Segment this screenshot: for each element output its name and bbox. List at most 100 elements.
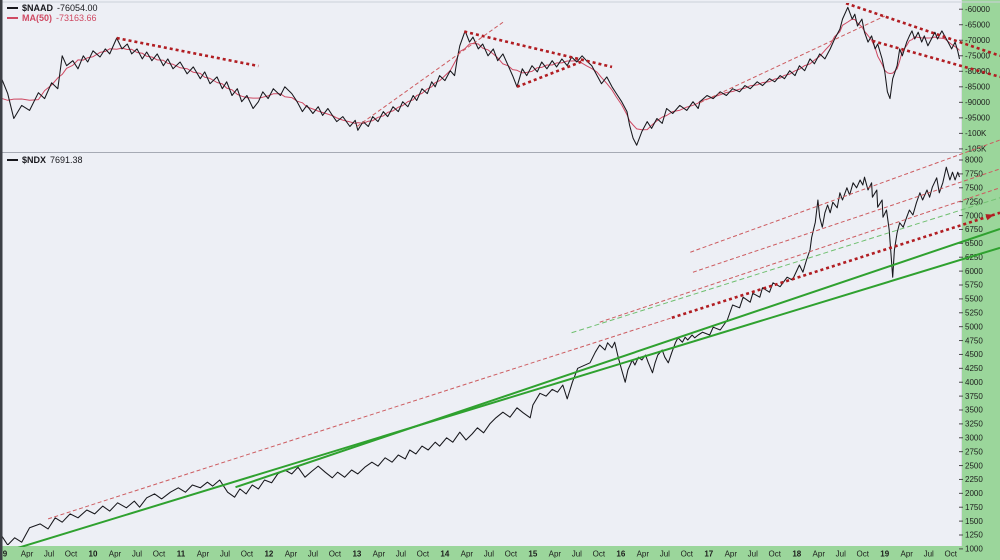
y-axis-label: 2500: [965, 461, 983, 470]
y-axis-label: 1250: [965, 531, 983, 540]
y-axis-label: 6750: [965, 225, 983, 234]
ndx-value: 7691.38: [50, 155, 83, 165]
ndx-price-line: [0, 166, 960, 545]
trendline-solid: [235, 227, 1000, 489]
y-axis-label: -75000: [965, 51, 990, 60]
y-axis-label: 4750: [965, 336, 983, 345]
y-axis-label: 7750: [965, 170, 983, 179]
x-axis-month-label: Jul: [44, 550, 54, 559]
x-axis-month-label: Oct: [329, 550, 342, 559]
naad-legend-row: $NAAD -76054.00: [7, 3, 98, 13]
x-axis-year-label: 19: [880, 550, 889, 559]
ma50-line: [0, 18, 960, 131]
ndx-legend: $NDX 7691.38: [7, 155, 83, 165]
y-axis-label: 4000: [965, 378, 983, 387]
y-axis-label: 4250: [965, 364, 983, 373]
y-axis-label: 7500: [965, 183, 983, 192]
x-axis-month-label: Oct: [65, 550, 78, 559]
y-axis-label: 5750: [965, 281, 983, 290]
x-axis-month-label: Oct: [505, 550, 518, 559]
x-axis-year-label: 16: [616, 550, 625, 559]
x-axis-year-label: 17: [704, 550, 713, 559]
x-axis-month-label: Jul: [924, 550, 934, 559]
y-axis-label: -65000: [965, 20, 990, 29]
x-axis-month-label: Jul: [572, 550, 582, 559]
y-axis-label: -70000: [965, 36, 990, 45]
x-axis-year-label: 15: [528, 550, 537, 559]
y-axis-label: 6500: [965, 239, 983, 248]
naad-value: -76054.00: [57, 3, 98, 13]
x-axis-year-label: 14: [440, 550, 449, 559]
x-axis-year-label: 9: [3, 550, 8, 559]
y-axis-label: -100K: [965, 129, 987, 138]
x-axis-year-label: 12: [264, 550, 273, 559]
y-axis-label: -105K: [965, 145, 987, 154]
naad-symbol: $NAAD: [22, 3, 54, 13]
y-axis-label: 2250: [965, 475, 983, 484]
x-axis-month-label: Jul: [484, 550, 494, 559]
y-axis-label: 2750: [965, 447, 983, 456]
x-axis-month-label: Apr: [725, 550, 738, 559]
naad-series-swatch: [7, 7, 18, 9]
y-axis-label: 5000: [965, 322, 983, 331]
y-axis-label: 4500: [965, 350, 983, 359]
x-axis-month-label: Oct: [857, 550, 870, 559]
y-axis-label: 1500: [965, 517, 983, 526]
y-axis-label: 6250: [965, 253, 983, 262]
trendline-bold: [671, 211, 1000, 320]
trendline-gdash: [571, 197, 1000, 334]
y-axis-label: 1000: [965, 545, 983, 554]
x-axis-month-label: Apr: [21, 550, 34, 559]
y-axis-gutter: [962, 0, 1000, 560]
y-axis-label: -95000: [965, 114, 990, 123]
trendline-thin: [599, 187, 1000, 323]
trendline-thin: [690, 139, 1000, 253]
y-axis-label: 3500: [965, 406, 983, 415]
y-axis-label: -90000: [965, 98, 990, 107]
trendline-thin: [356, 20, 505, 127]
x-axis-year-label: 11: [177, 550, 186, 559]
trendline-solid: [17, 246, 1000, 547]
x-axis-year-label: 13: [352, 550, 361, 559]
trendline-thin: [692, 168, 1000, 273]
x-axis-strip: [0, 546, 1000, 560]
x-axis-month-label: Oct: [593, 550, 606, 559]
x-axis-year-label: 18: [792, 550, 801, 559]
ndx-series-swatch: [7, 159, 18, 161]
window-left-border: [0, 0, 3, 560]
trendline-bold: [116, 36, 259, 68]
ma-symbol: MA(50): [22, 13, 53, 23]
x-axis-month-label: Jul: [308, 550, 318, 559]
x-axis-month-label: Apr: [285, 550, 298, 559]
x-axis-month-label: Apr: [901, 550, 914, 559]
x-axis-month-label: Jul: [220, 550, 230, 559]
x-axis-month-label: Apr: [373, 550, 386, 559]
x-axis-month-label: Oct: [153, 550, 166, 559]
x-axis-month-label: Jul: [748, 550, 758, 559]
x-axis-month-label: Apr: [549, 550, 562, 559]
x-axis-month-label: Jul: [396, 550, 406, 559]
y-axis-label: 1750: [965, 503, 983, 512]
x-axis-month-label: Oct: [945, 550, 958, 559]
y-axis-label: 3750: [965, 392, 983, 401]
x-axis-year-label: 10: [89, 550, 98, 559]
y-axis-label: 7000: [965, 211, 983, 220]
trendline-thin: [699, 15, 885, 104]
ma-series-swatch: [7, 17, 18, 19]
ndx-symbol: $NDX: [22, 155, 47, 165]
ma-value: -73163.66: [56, 13, 97, 23]
trendline-thin: [47, 317, 673, 520]
x-axis-month-label: Jul: [836, 550, 846, 559]
y-axis-label: -60000: [965, 5, 990, 14]
y-axis-label: 6000: [965, 267, 983, 276]
y-axis-label: 7250: [965, 197, 983, 206]
y-axis-label: -85000: [965, 83, 990, 92]
x-axis-month-label: Apr: [461, 550, 474, 559]
x-axis-month-label: Jul: [132, 550, 142, 559]
x-axis-month-label: Oct: [241, 550, 254, 559]
trendline-bold: [463, 30, 613, 69]
x-axis-month-label: Jul: [660, 550, 670, 559]
y-axis-label: 3250: [965, 420, 983, 429]
